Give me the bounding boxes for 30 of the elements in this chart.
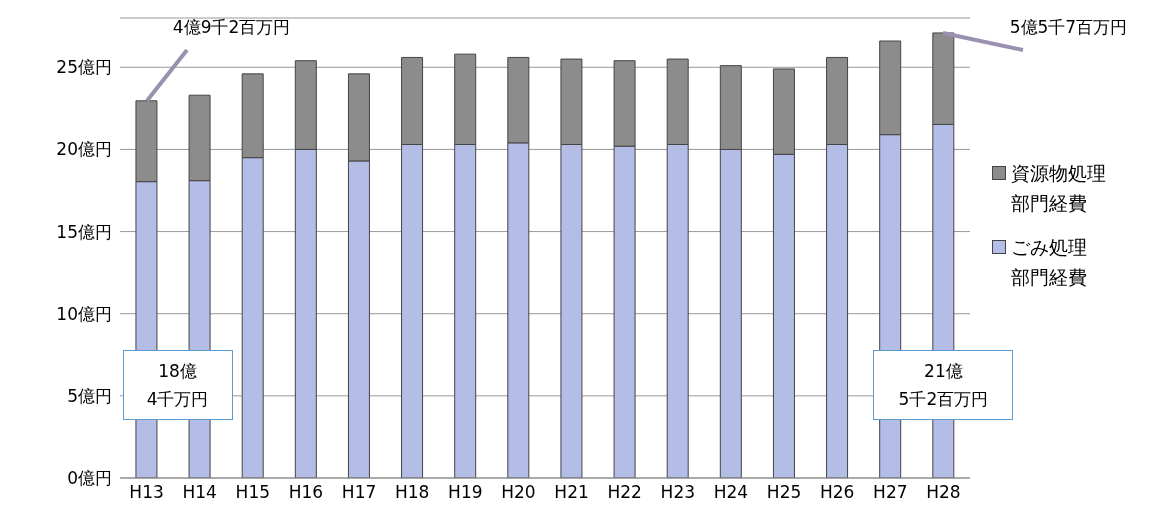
x-tick-label: H22 <box>607 482 642 503</box>
annotation: 4億9千2百万円 <box>171 16 292 39</box>
x-tick-label: H24 <box>713 482 749 503</box>
x-tick-label: H15 <box>235 482 271 503</box>
x-tick-label: H14 <box>182 482 217 503</box>
x-tick-label: H16 <box>288 482 324 503</box>
y-tick-label: 25億円 <box>56 57 112 78</box>
x-tick-label: H20 <box>501 482 536 503</box>
x-tick-label: H21 <box>554 482 589 503</box>
annotation: 18億 <box>157 359 198 383</box>
x-tick-label: H27 <box>873 482 908 503</box>
annotation: 5億5千7百万円 <box>1008 16 1129 39</box>
x-tick-label: H13 <box>129 482 164 503</box>
x-tick-label: H19 <box>448 482 483 503</box>
x-tick-label: H23 <box>660 482 696 503</box>
annotation: 5千2百万円 <box>897 387 990 411</box>
x-tick-label: H28 <box>926 482 961 503</box>
x-tick-label: H26 <box>819 482 855 503</box>
y-tick-label: 5億円 <box>67 385 112 406</box>
annotation: 4千万円 <box>145 387 210 411</box>
y-tick-label: 15億円 <box>56 221 112 242</box>
y-tick-label: 20億円 <box>56 139 112 160</box>
x-tick-label: H17 <box>341 482 377 503</box>
annotation: 21億 <box>923 359 964 383</box>
legend-label: ごみ処理部門経費 <box>1011 235 1087 290</box>
y-tick-label: 10億円 <box>56 303 112 324</box>
legend-label: 資源物処理部門経費 <box>1011 161 1106 216</box>
x-tick-label: H18 <box>394 482 430 503</box>
x-tick-label: H25 <box>766 482 802 503</box>
y-tick-label: 0億円 <box>67 468 112 489</box>
